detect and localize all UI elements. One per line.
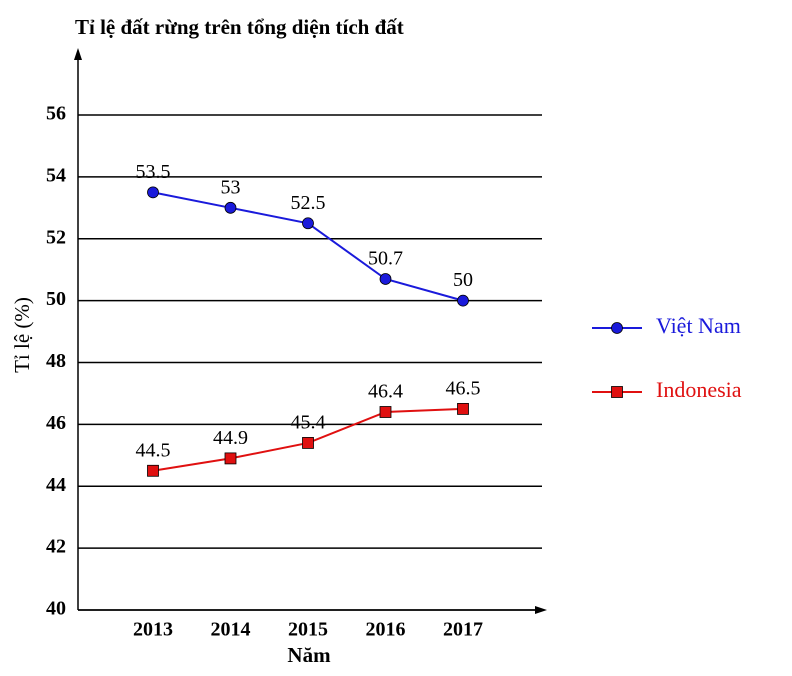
y-tick-label: 46 [46,412,66,434]
x-tick-label: 2015 [288,619,328,641]
data-label: 50 [453,269,473,291]
y-tick-label: 54 [46,164,66,186]
data-label: 45.4 [291,412,326,434]
data-point [302,437,314,449]
data-point [147,186,159,199]
data-label: 52.5 [291,192,326,214]
data-label: 53 [221,176,241,198]
y-tick-label: 52 [46,226,66,248]
y-tick-label: 50 [46,288,66,310]
data-point [224,452,237,465]
y-axis-arrow [74,48,82,60]
data-label: 53.5 [136,161,171,183]
data-label: 46.4 [368,381,403,403]
data-point [224,201,237,214]
x-tick-label: 2014 [211,619,251,641]
legend-marker [611,322,623,334]
data-point [457,403,469,415]
legend-marker [611,386,623,398]
data-label: 46.5 [446,378,481,400]
data-point [147,464,159,477]
data-point [302,217,314,230]
data-point [457,294,469,307]
x-tick-label: 2013 [133,619,173,641]
y-tick-label: 44 [46,474,66,496]
y-tick-label: 56 [46,103,66,125]
x-axis-label: Năm [287,643,331,667]
chart-title: Tỉ lệ đất rừng trên tổng diện tích đất [75,15,404,39]
legend-label: Indonesia [656,377,742,402]
data-label: 44.9 [213,427,248,449]
y-axis-label: Tỉ lệ (%) [10,297,34,373]
x-tick-label: 2016 [366,619,406,641]
data-label: 44.5 [136,439,171,461]
data-point [379,273,392,285]
y-tick-label: 48 [46,350,66,372]
data-label: 50.7 [368,248,403,270]
legend-label: Việt Nam [656,313,741,338]
y-tick-label: 40 [46,598,66,620]
y-tick-label: 42 [46,536,66,558]
data-point [379,406,392,418]
x-tick-label: 2017 [443,619,483,641]
